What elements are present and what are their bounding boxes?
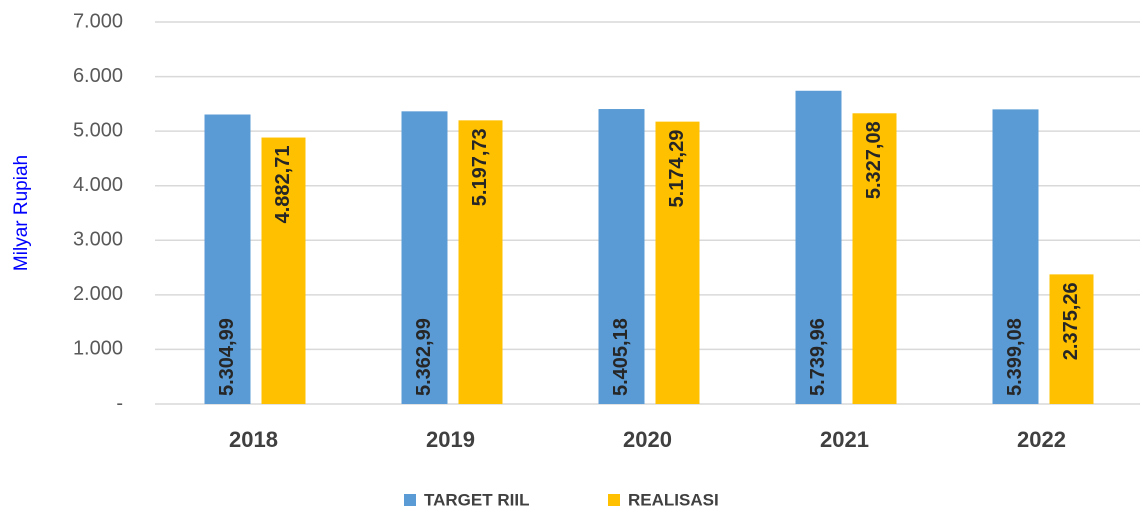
value-label: 5.327,08	[863, 121, 885, 199]
value-label: 5.197,73	[469, 128, 491, 206]
bar	[992, 109, 1039, 404]
legend-swatch	[404, 494, 416, 506]
value-label: 5.362,99	[413, 318, 435, 396]
y-tick-label: 2.000	[73, 283, 123, 305]
x-tick-label: 2021	[820, 427, 869, 452]
legend-label: TARGET RIIL	[424, 490, 529, 509]
y-tick-label: 3.000	[73, 229, 123, 251]
value-label: 5.399,08	[1004, 318, 1026, 396]
legend-swatch	[608, 494, 620, 506]
value-label: 5.405,18	[610, 318, 632, 396]
y-tick-label: 1.000	[73, 338, 123, 360]
y-tick-label: -	[116, 392, 123, 414]
value-label: 5.174,29	[666, 130, 688, 208]
bar	[401, 111, 448, 404]
value-label: 4.882,71	[272, 146, 294, 224]
bar	[598, 109, 645, 404]
bar	[795, 90, 842, 405]
y-tick-label: 7.000	[73, 10, 123, 32]
legend-label: REALISASI	[628, 490, 719, 509]
bar	[204, 114, 251, 404]
bar	[852, 113, 897, 404]
bar	[655, 121, 700, 405]
y-tick-label: 5.000	[73, 119, 123, 141]
y-tick-label: 4.000	[73, 174, 123, 196]
bar	[261, 137, 306, 405]
value-label: 2.375,26	[1060, 282, 1082, 360]
value-label: 5.304,99	[216, 318, 238, 396]
y-tick-label: 6.000	[73, 65, 123, 87]
bar	[1049, 274, 1094, 404]
x-tick-label: 2020	[623, 427, 672, 452]
bar	[458, 120, 503, 404]
value-label: 5.739,96	[807, 318, 829, 396]
y-axis-title: Milyar Rupiah	[11, 155, 32, 271]
x-tick-label: 2019	[426, 427, 475, 452]
x-tick-label: 2018	[229, 427, 278, 452]
x-tick-label: 2022	[1017, 427, 1066, 452]
